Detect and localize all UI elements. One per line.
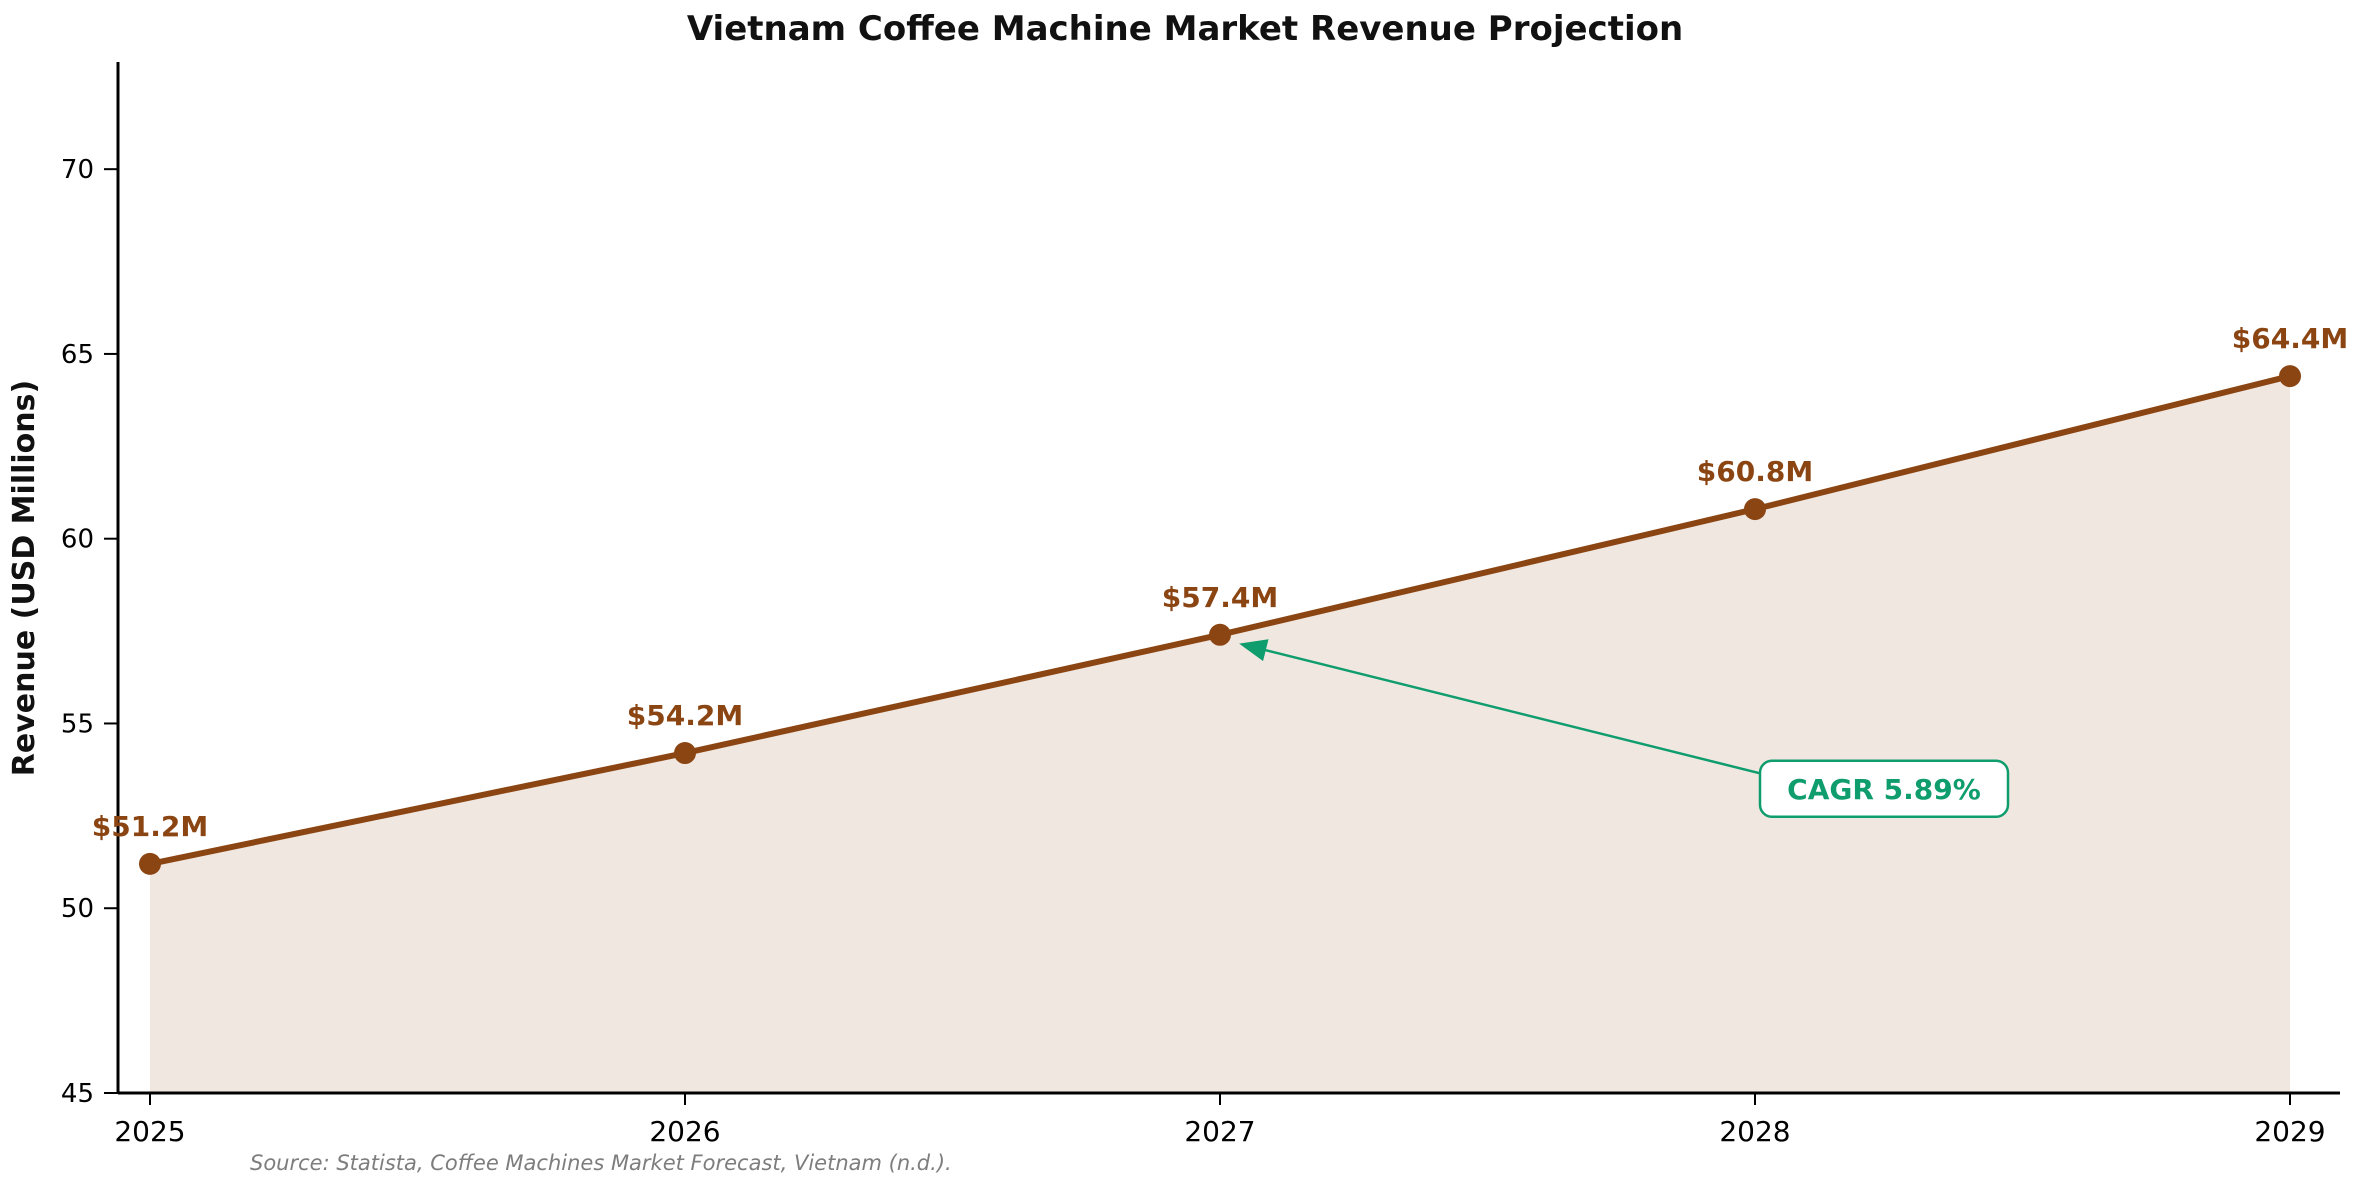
data-point [139, 852, 161, 875]
y-tick-label: 60 [61, 525, 94, 555]
y-axis-label: Revenue (USD Millions) [7, 380, 42, 776]
y-tick-label: 50 [61, 894, 94, 924]
area-fill [150, 376, 2290, 1093]
x-tick-label: 2026 [649, 1115, 720, 1148]
cagr-annotation-text: CAGR 5.89% [1787, 773, 1981, 806]
x-tick-label: 2028 [1719, 1115, 1790, 1148]
y-tick-label: 45 [61, 1079, 94, 1109]
y-tick-label: 65 [61, 340, 94, 370]
cagr-annotation-box [1758, 759, 2010, 819]
data-point [674, 742, 696, 765]
chart-title: Vietnam Coffee Machine Market Revenue Pr… [687, 9, 1683, 49]
data-point [1744, 498, 1766, 521]
x-tick-label: 2029 [2254, 1115, 2325, 1148]
data-point [2279, 365, 2301, 388]
x-tick-label: 2025 [114, 1115, 185, 1148]
data-point-label: $54.2M [627, 699, 743, 732]
cagr-arrow [1239, 639, 1767, 776]
data-point-label: $60.8M [1697, 455, 1813, 488]
y-tick-label: 55 [61, 709, 94, 739]
data-point-label: $57.4M [1162, 581, 1278, 614]
data-point-label: $51.2M [92, 810, 208, 843]
y-tick-label: 70 [61, 155, 94, 185]
data-point-label: $64.4M [2232, 322, 2348, 355]
x-tick-label: 2027 [1184, 1115, 1255, 1148]
data-point [1209, 623, 1231, 646]
source-note: Source: Statista, Coffee Machines Market… [250, 1151, 952, 1175]
